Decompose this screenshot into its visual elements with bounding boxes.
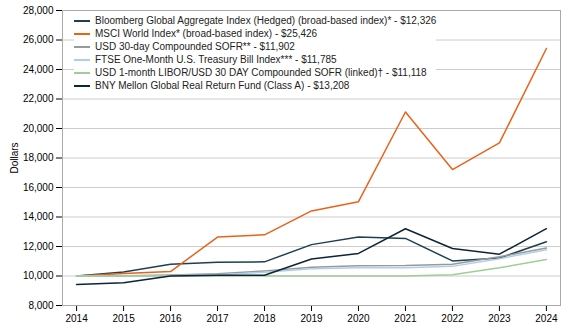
svg-text:22,000: 22,000 xyxy=(23,93,54,104)
svg-text:26,000: 26,000 xyxy=(23,34,54,45)
svg-text:2014: 2014 xyxy=(65,313,88,324)
html-text:USD 30-day Compounded SOFR** -: USD 30-day Compounded SOFR** - $11,902 xyxy=(95,41,295,52)
svg-text:2017: 2017 xyxy=(206,313,229,324)
svg-text:28,000: 28,000 xyxy=(23,5,54,16)
svg-text:20,000: 20,000 xyxy=(23,123,54,134)
svg-text:2022: 2022 xyxy=(441,313,464,324)
svg-text:2019: 2019 xyxy=(300,313,323,324)
svg-text:24,000: 24,000 xyxy=(23,64,54,75)
svg-text:2020: 2020 xyxy=(347,313,370,324)
html-text:MSCI World Index* (broad-based: MSCI World Index* (broad-based index) - … xyxy=(95,28,318,39)
html-text:BNY Mellon Global Real Return: BNY Mellon Global Real Return Fund (Clas… xyxy=(95,80,350,91)
html-text:USD 1-month LIBOR/USD 30 DAY C: USD 1-month LIBOR/USD 30 DAY Compounded … xyxy=(95,67,427,78)
svg-text:14,000: 14,000 xyxy=(23,211,54,222)
svg-text:2023: 2023 xyxy=(488,313,511,324)
svg-text:Dollars: Dollars xyxy=(9,142,20,173)
svg-text:2016: 2016 xyxy=(159,313,182,324)
svg-text:10,000: 10,000 xyxy=(23,270,54,281)
svg-text:8,000: 8,000 xyxy=(28,300,53,311)
svg-text:18,000: 18,000 xyxy=(23,152,54,163)
svg-text:2018: 2018 xyxy=(253,313,276,324)
html-text:FTSE One-Month U.S. Treasury B: FTSE One-Month U.S. Treasury Bill Index*… xyxy=(95,54,337,65)
svg-text:2024: 2024 xyxy=(535,313,558,324)
svg-text:2015: 2015 xyxy=(112,313,135,324)
svg-text:16,000: 16,000 xyxy=(23,182,54,193)
svg-text:12,000: 12,000 xyxy=(23,241,54,252)
html-text:Bloomberg Global Aggregate Ind: Bloomberg Global Aggregate Index (Hedged… xyxy=(95,15,437,26)
svg-text:2021: 2021 xyxy=(394,313,417,324)
